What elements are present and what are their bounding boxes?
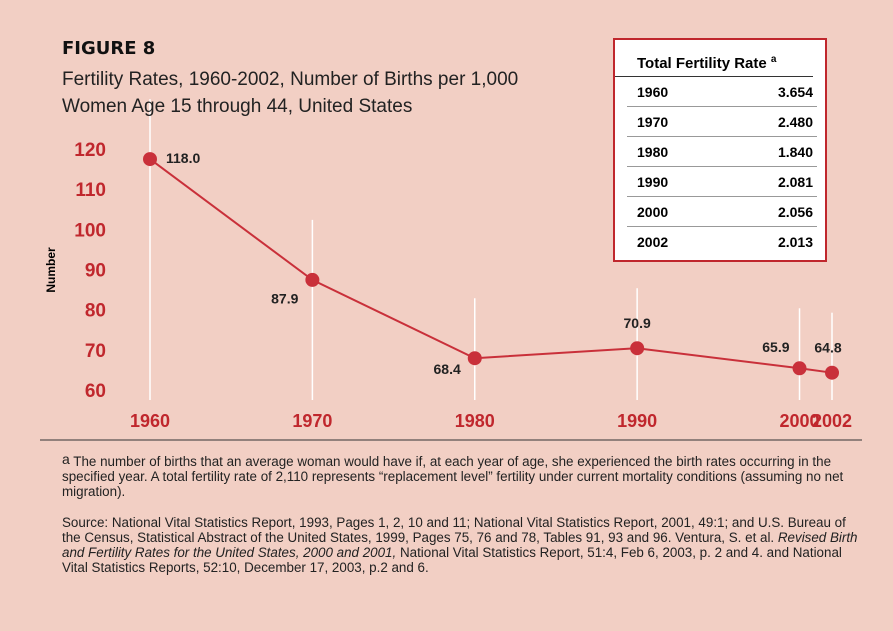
table-row: 1990 2.081 <box>627 167 817 197</box>
x-tick-label: 1960 <box>130 411 170 431</box>
data-point <box>630 341 645 356</box>
value-label: 70.9 <box>624 315 651 331</box>
table-row: 1960 3.654 <box>627 77 817 107</box>
x-tick-label: 2000 <box>780 411 820 431</box>
table-year: 2000 <box>637 204 669 220</box>
table-title: Total Fertility Rate <box>637 55 767 72</box>
data-point <box>467 351 482 366</box>
value-label: 64.8 <box>814 339 841 355</box>
source-italic: Revised Birth and Fertility Rates for th… <box>62 530 858 560</box>
x-tick-label: 1970 <box>292 411 332 431</box>
fertility-table: Total Fertility Rate a 1960 3.654 1970 2.48… <box>613 38 827 262</box>
value-label: 118.0 <box>166 150 200 166</box>
data-point <box>305 272 320 287</box>
y-tick-label: 120 <box>74 140 106 161</box>
table-value: 3.654 <box>777 84 813 100</box>
data-point <box>143 152 157 167</box>
table-value: 2.081 <box>777 174 813 190</box>
table-note-mark: a <box>770 54 777 65</box>
y-tick-label: 80 <box>85 301 106 322</box>
table-row: 1970 2.480 <box>627 107 817 137</box>
y-tick-label: 90 <box>85 261 106 282</box>
table-row: 2000 2.056 <box>627 197 817 227</box>
source-text: Source: National Vital Statistics Report… <box>62 515 846 545</box>
table-header: Total Fertility Rate a <box>615 40 813 77</box>
data-point <box>792 361 807 376</box>
y-tick-label: 100 <box>74 220 106 241</box>
x-tick-label: 1980 <box>455 411 495 431</box>
y-tick-label: 70 <box>85 341 106 362</box>
table-year: 1960 <box>637 84 669 100</box>
footnote-text: The number of births that an average wom… <box>62 454 844 499</box>
value-label: 65.9 <box>762 339 789 355</box>
table-year: 1990 <box>637 174 669 190</box>
footnote: a The number of births that an average w… <box>62 451 862 500</box>
table-value: 2.480 <box>777 114 813 130</box>
x-tick-label: 2002 <box>812 411 852 431</box>
value-label: 68.4 <box>434 361 461 377</box>
x-tick-label: 1990 <box>617 411 657 431</box>
table-value: 1.840 <box>777 144 813 160</box>
table-row: 2002 2.013 <box>627 227 817 256</box>
y-tick-label: 60 <box>85 381 106 402</box>
table-value: 2.013 <box>777 234 813 250</box>
table-value: 2.056 <box>777 204 813 220</box>
data-point <box>825 365 839 380</box>
table-year: 1980 <box>637 144 669 160</box>
y-tick-label: 110 <box>75 180 106 201</box>
figure-label: FIGURE 8 <box>62 38 156 59</box>
chart-title: Fertility Rates, 1960-2002, Number of Bi… <box>62 69 519 117</box>
table-row: 1980 1.840 <box>627 137 817 167</box>
footnote-mark: a <box>62 451 70 467</box>
source: Source: National Vital Statistics Report… <box>62 515 862 575</box>
y-axis-label: Number <box>44 247 58 293</box>
source-text: National Vital Statistics Report, 51:4, … <box>62 545 842 575</box>
table-year: 2002 <box>637 234 669 250</box>
table-year: 1970 <box>637 114 669 130</box>
value-label: 87.9 <box>271 291 298 307</box>
